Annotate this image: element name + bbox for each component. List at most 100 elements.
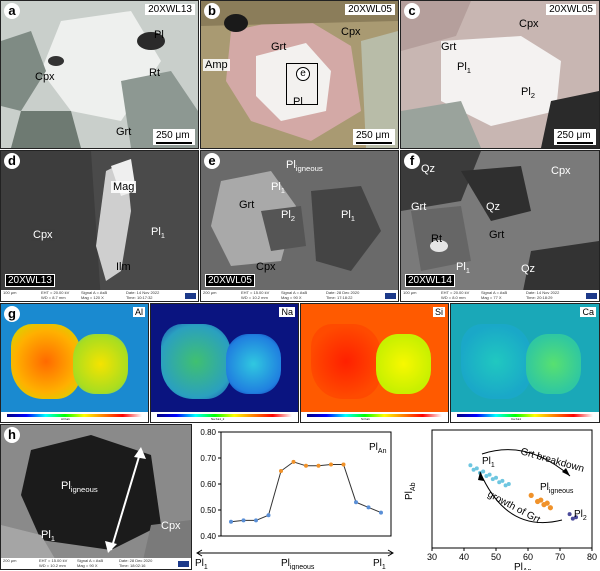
map-colorbar: Na Ka1_2 bbox=[151, 412, 298, 422]
label-pl-igneous: Pligneous bbox=[286, 159, 323, 174]
panel-letter: e bbox=[204, 153, 220, 169]
label-pl: Pl bbox=[154, 29, 164, 41]
label-cpx: Cpx bbox=[341, 26, 361, 38]
data-point bbox=[329, 462, 333, 467]
label-qz-3: Qz bbox=[521, 263, 536, 275]
map-colorbar: Ca Ka1 bbox=[451, 412, 599, 422]
map-si: Si Si Ka1 bbox=[300, 303, 449, 423]
label-cpx: Cpx bbox=[31, 229, 55, 241]
label-grt-2: Grt bbox=[489, 229, 505, 241]
scatter-point bbox=[481, 469, 486, 474]
map-colorbar: Al Ka1 bbox=[1, 412, 148, 422]
label-grt: Grt bbox=[116, 126, 132, 138]
x-tick-label: 50 bbox=[491, 552, 501, 562]
y-tick-label: 0.40 bbox=[200, 532, 216, 541]
panel-d: d Mag Cpx Pl1 Ilm 20XWL13 100 μm EHT = 2… bbox=[0, 150, 199, 302]
panel-c: c 20XWL05 Cpx Grt Pl1 Pl2 250 μm bbox=[400, 0, 600, 149]
scatter-point bbox=[490, 477, 495, 482]
micrograph-a bbox=[1, 1, 198, 148]
sample-id: 20XWL05 bbox=[205, 274, 255, 287]
panel-a: a 20XWL13 Pl Rt Cpx Grt 250 μm bbox=[0, 0, 199, 149]
zoom-label-e: e bbox=[296, 67, 310, 81]
sem-info-bar: 200 μm EHT = 15.00 kV WD = 10.2 mm Signa… bbox=[1, 558, 191, 569]
line-chart-y-ticks: 0.40 0.50 0.60 0.70 0.80 bbox=[200, 428, 221, 541]
arrow-growth-of-grt bbox=[479, 471, 563, 524]
x-tick-label: 60 bbox=[523, 552, 533, 562]
scale-bar: 250 μm bbox=[153, 129, 195, 145]
scatter-point bbox=[570, 516, 575, 521]
label-rt: Rt bbox=[431, 233, 442, 245]
x-tick-label: 40 bbox=[459, 552, 469, 562]
panel-letter: f bbox=[404, 153, 420, 169]
scatter-point bbox=[506, 481, 511, 486]
data-point bbox=[354, 500, 358, 505]
scatter-series-label-pl1: Pl1 bbox=[482, 456, 495, 469]
scale-bar: 250 μm bbox=[554, 129, 596, 145]
label-cpx: Cpx bbox=[551, 165, 571, 177]
label-pl: Pl bbox=[293, 96, 303, 108]
scatter-point bbox=[567, 512, 572, 517]
element-label-si: Si bbox=[432, 307, 445, 317]
scatter-point bbox=[528, 492, 534, 498]
data-point bbox=[254, 518, 258, 523]
label-cpx: Cpx bbox=[256, 261, 276, 273]
zeiss-logo-icon bbox=[586, 293, 597, 299]
data-point bbox=[241, 518, 246, 523]
panel-letter: g bbox=[4, 306, 20, 322]
scatter-point bbox=[500, 478, 505, 483]
scatter-point bbox=[503, 483, 508, 488]
label-pl2: Pl2 bbox=[521, 86, 536, 101]
label-grt-1: Grt bbox=[411, 201, 427, 213]
zeiss-logo-icon bbox=[178, 561, 189, 567]
y-tick-label: 0.80 bbox=[200, 428, 216, 437]
label-qz-2: Qz bbox=[486, 201, 501, 213]
label-rt: Rt bbox=[149, 67, 160, 79]
label-amp: Amp bbox=[203, 59, 230, 71]
data-point bbox=[229, 519, 233, 524]
sem-info-bar: 200 μm EHT = 15.00 kV WD = 10.2 mm Signa… bbox=[201, 290, 398, 301]
scale-bar: 250 μm bbox=[353, 129, 395, 145]
panel-b: b 20XWL05 Amp Grt Cpx e Pl 250 μm bbox=[200, 0, 399, 149]
scatter-point bbox=[494, 475, 498, 480]
arrow-grt-breakdown bbox=[481, 449, 571, 477]
scatter-point bbox=[574, 515, 578, 520]
data-point bbox=[316, 463, 321, 468]
data-point bbox=[379, 510, 383, 515]
scatter-chart-frame bbox=[431, 429, 593, 549]
x-tick-label: 70 bbox=[555, 552, 565, 562]
label-pl1: Pl1 bbox=[151, 226, 166, 241]
panel-letter: h bbox=[4, 427, 20, 443]
element-label-na: Na bbox=[279, 307, 295, 317]
label-qz-1: Qz bbox=[421, 163, 436, 175]
data-point bbox=[366, 505, 371, 510]
panel-f: f Qz Cpx Grt Qz Rt Grt Pl1 Qz 20XWL14 10… bbox=[400, 150, 600, 302]
panel-letter: b bbox=[204, 3, 220, 19]
scatter-point bbox=[544, 500, 550, 506]
micrograph-c bbox=[401, 1, 599, 148]
label-mag: Mag bbox=[111, 181, 137, 193]
scatter-series-label-pl2: Pl2 bbox=[574, 509, 587, 522]
line-chart-x-labels: Pl1 Pligneous Pl1 bbox=[195, 558, 386, 570]
label-pl1: Pl1 bbox=[271, 181, 286, 196]
data-point bbox=[279, 469, 283, 473]
svg-text:Pl1: Pl1 bbox=[195, 558, 208, 570]
bse-image-h bbox=[1, 425, 191, 569]
annotation-grt-breakdown: Grt breakdown bbox=[519, 446, 585, 475]
label-pl1: Pl1 bbox=[457, 61, 472, 76]
panel-h: h Pligneous Pl1 Cpx 200 μm EHT = 15.00 k… bbox=[0, 424, 192, 570]
data-point bbox=[304, 463, 308, 468]
map-na: Na Na Ka1_2 bbox=[150, 303, 299, 423]
label-cpx: Cpx bbox=[519, 18, 539, 30]
line-chart-pl-an: 0.40 0.50 0.60 0.70 0.80 PlAn Pl1 Pligneous … bbox=[195, 428, 394, 570]
y-tick-label: 0.60 bbox=[200, 480, 216, 489]
x-tick-label: 30 bbox=[427, 552, 437, 562]
scatter-point bbox=[547, 505, 553, 511]
sample-id: 20XWL05 bbox=[345, 4, 395, 15]
label-cpx: Cpx bbox=[161, 520, 181, 532]
zeiss-logo-icon bbox=[385, 293, 396, 299]
sem-info-bar: 100 μm EHT = 20.00 kV WD = 8.7 mm Signal… bbox=[1, 290, 198, 301]
scatter-point bbox=[474, 466, 479, 471]
label-pl-igneous: Pligneous bbox=[61, 480, 98, 495]
label-pl1-b: Pl1 bbox=[341, 209, 356, 224]
scatter-chart-x-ticks: 30 40 50 60 70 80 bbox=[427, 548, 597, 562]
